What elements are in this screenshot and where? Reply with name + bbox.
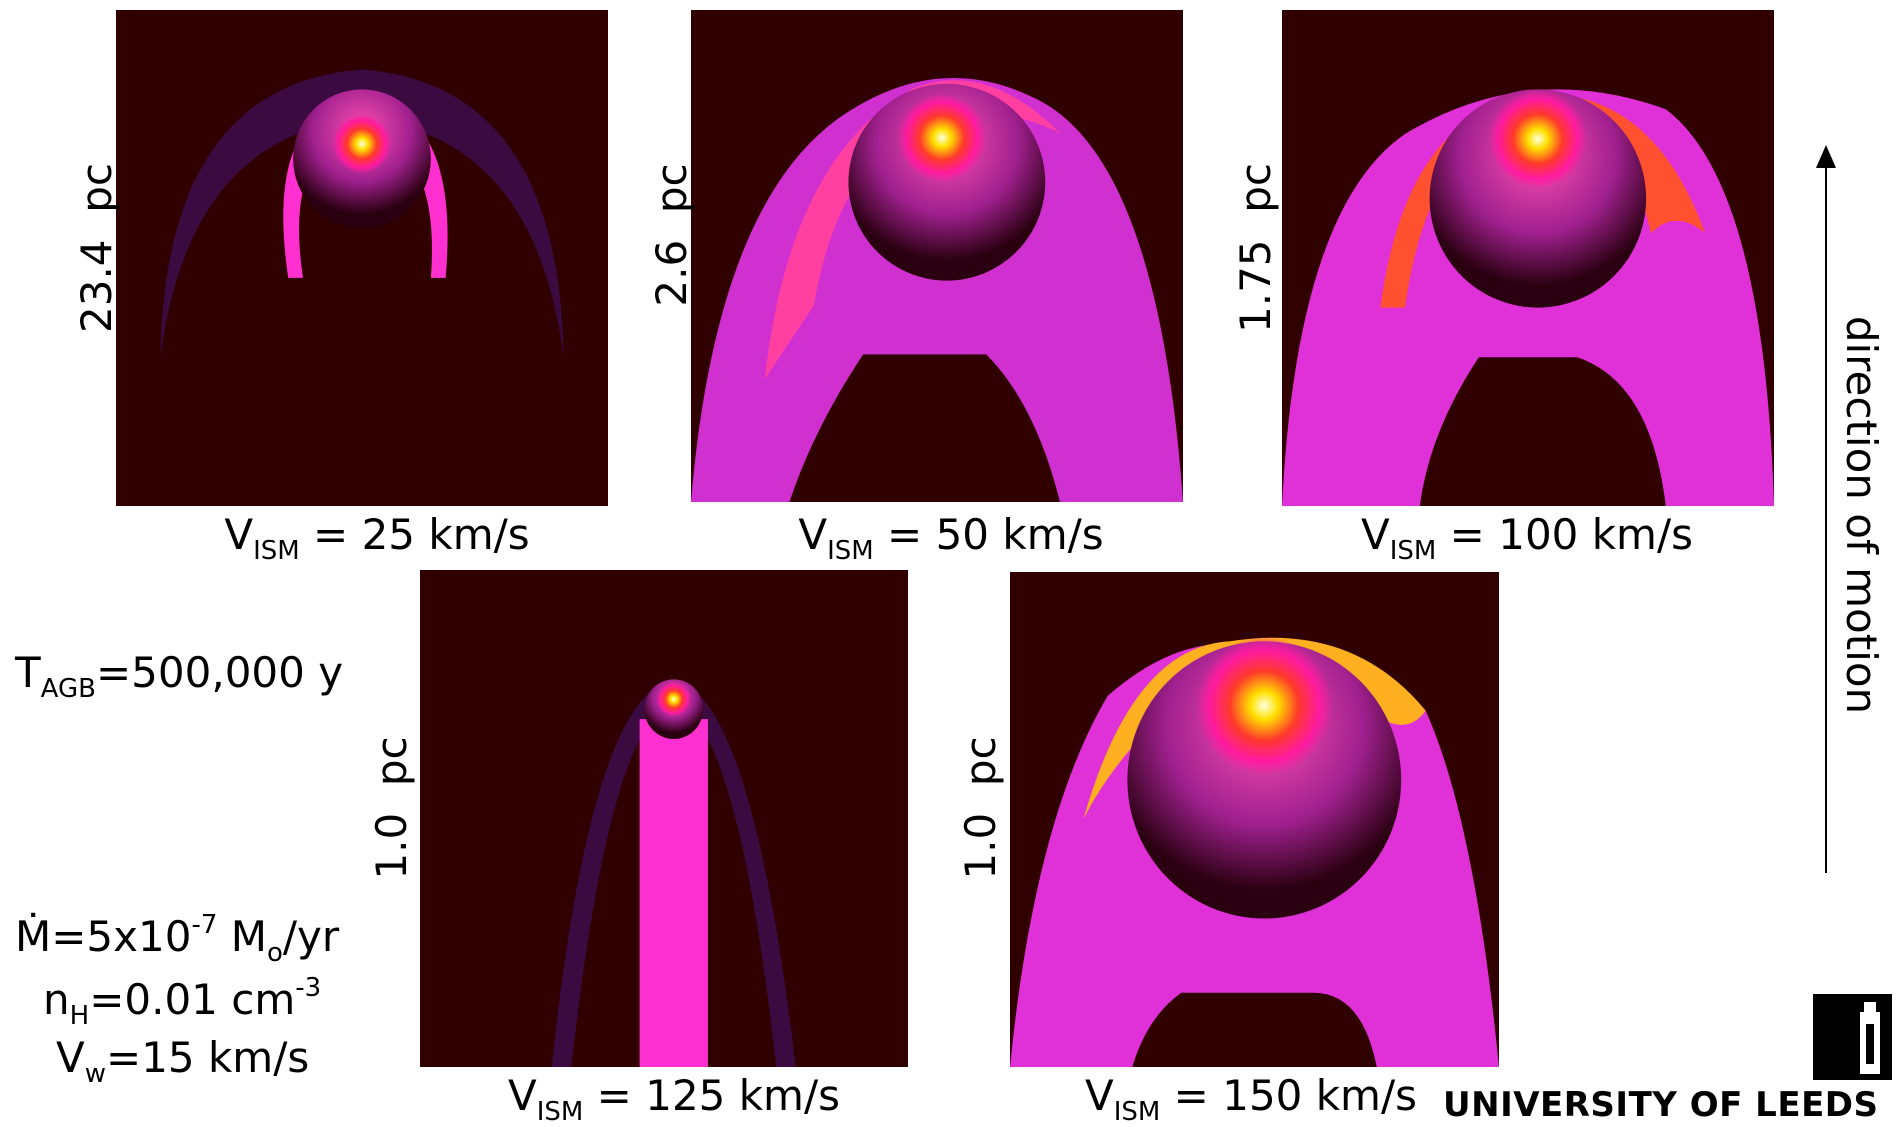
- velocity-caption: VISM = 100 km/s: [1277, 514, 1777, 566]
- simulation-image: [420, 570, 908, 1067]
- velocity-caption: VISM = 125 km/s: [424, 1075, 924, 1127]
- param-symbol: n: [43, 975, 70, 1024]
- caption-subscript: ISM: [1389, 536, 1437, 566]
- param-text: /yr: [282, 912, 340, 961]
- caption-symbol: V: [798, 510, 828, 559]
- param-subscript: H: [69, 1001, 90, 1031]
- scale-label: 23.4 pc: [72, 163, 121, 333]
- simulation-image: [691, 10, 1183, 502]
- param-text: =15 km/s: [106, 1033, 310, 1082]
- velocity-caption: VISM = 50 km/s: [701, 514, 1201, 566]
- simulation-image: [116, 10, 608, 506]
- param-text: =500,000 y: [95, 648, 344, 697]
- param-symbol: Ṁ=5x10: [15, 912, 192, 961]
- param-superscript: -3: [295, 973, 322, 1003]
- param-subscript: w: [84, 1059, 106, 1089]
- parameter: TAGB=500,000 y: [15, 652, 343, 704]
- param-text: M: [217, 912, 267, 961]
- direction-label: direction of motion: [1837, 315, 1886, 715]
- caption-symbol: V: [224, 510, 254, 559]
- logo-icon: [1813, 994, 1892, 1080]
- param-subscript: o: [266, 938, 283, 968]
- caption-text: = 100 km/s: [1436, 510, 1694, 559]
- scale-label: 2.6 pc: [647, 163, 696, 307]
- velocity-caption: VISM = 150 km/s: [1001, 1075, 1501, 1127]
- simulation-image: [1010, 572, 1499, 1067]
- caption-symbol: V: [1084, 1071, 1114, 1120]
- scale-label: 1.75 pc: [1231, 163, 1280, 333]
- caption-subscript: ISM: [827, 536, 874, 566]
- caption-subscript: ISM: [536, 1097, 584, 1127]
- caption-text: = 150 km/s: [1160, 1071, 1418, 1120]
- caption-subscript: ISM: [1113, 1097, 1161, 1127]
- caption-subscript: ISM: [253, 536, 300, 566]
- scale-label: 1.0 pc: [367, 736, 416, 880]
- parameter: Ṁ=5x10-7 Mo/yr: [15, 912, 339, 966]
- param-superscript: -7: [191, 910, 218, 940]
- param-text: =0.01 cm: [89, 975, 296, 1024]
- caption-symbol: V: [507, 1071, 537, 1120]
- caption-text: = 50 km/s: [873, 510, 1104, 559]
- parameter: Vw=15 km/s: [56, 1037, 309, 1089]
- velocity-caption: VISM = 25 km/s: [127, 514, 627, 566]
- param-symbol: V: [56, 1033, 85, 1082]
- param-symbol: T: [15, 648, 41, 697]
- caption-symbol: V: [1360, 510, 1390, 559]
- logo-text: UNIVERSITY OF LEEDS: [1443, 1085, 1879, 1125]
- simulation-image: [1282, 10, 1774, 506]
- caption-text: = 25 km/s: [299, 510, 530, 559]
- direction-arrow: [1816, 145, 1836, 873]
- parameter: nH=0.01 cm-3: [43, 975, 321, 1029]
- param-subscript: AGB: [40, 674, 96, 704]
- scale-label: 1.0 pc: [956, 736, 1005, 880]
- caption-text: = 125 km/s: [583, 1071, 841, 1120]
